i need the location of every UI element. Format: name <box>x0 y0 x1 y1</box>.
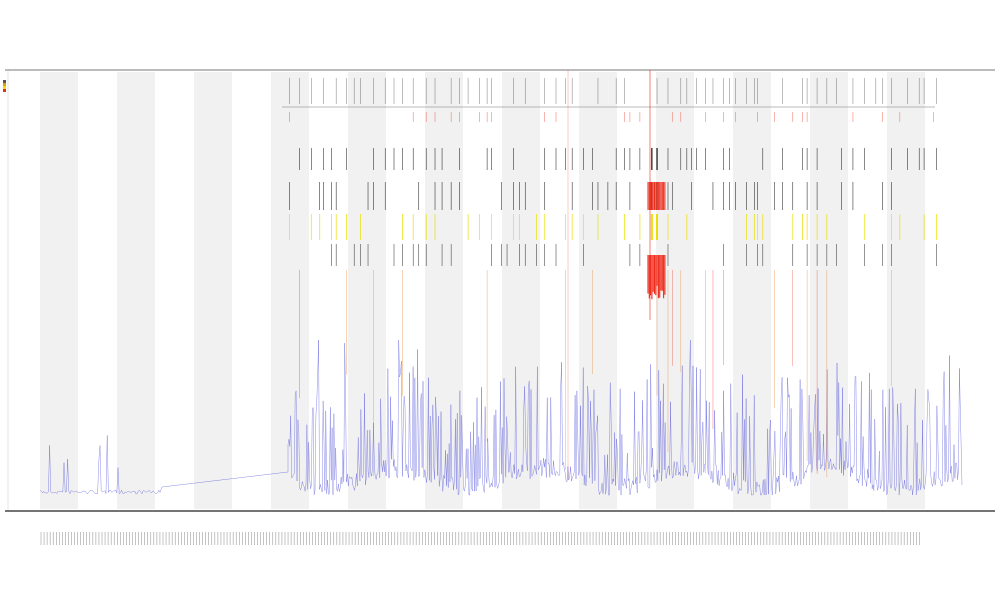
background-band <box>887 72 925 509</box>
background-band <box>117 72 155 509</box>
background-band <box>656 72 694 509</box>
chart-legend <box>3 80 7 92</box>
legend-item <box>3 89 7 92</box>
background-band <box>40 72 78 509</box>
legend-item <box>3 83 7 86</box>
legend-item <box>3 80 7 83</box>
background-band <box>194 72 232 509</box>
background-band <box>502 72 540 509</box>
background-band <box>810 72 848 509</box>
background-band <box>733 72 771 509</box>
series-line <box>39 339 963 496</box>
background-band <box>425 72 463 509</box>
legend-item <box>3 86 7 89</box>
